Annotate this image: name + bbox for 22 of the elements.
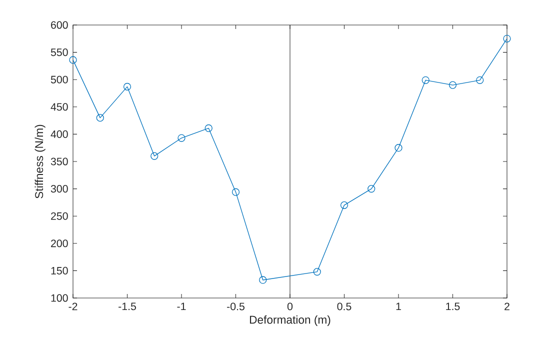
y-tick-label: 250 [51, 212, 68, 220]
x-tick-label: 0 [287, 302, 293, 310]
y-tick-label: 200 [51, 240, 68, 248]
x-tick-label: 1 [396, 302, 401, 310]
y-tick-label: 550 [50, 48, 68, 56]
y-tick-label: 350 [50, 158, 68, 166]
x-tick-label: -1.5 [118, 302, 136, 310]
y-tick-label: 150 [51, 266, 68, 274]
y-tick-label: 600 [51, 21, 68, 29]
y-tick-label: 500 [50, 76, 68, 84]
x-tick-label: 0.5 [337, 302, 352, 310]
x-tick-label: -2 [68, 302, 78, 310]
y-tick-label: 100 [51, 294, 68, 302]
y-tick-label: 450 [50, 103, 68, 111]
y-axis-title: Stiffness (N/m) [34, 124, 46, 198]
x-axis-title: Deformation (m) [250, 315, 330, 326]
x-tick-label: 2 [504, 302, 510, 310]
y-tick-label: 400 [50, 130, 68, 138]
x-tick-label: -1 [177, 302, 186, 310]
x-tick-label: 1.5 [446, 302, 460, 310]
y-tick-label: 300 [50, 185, 68, 193]
x-tick-label: -0.5 [227, 302, 244, 310]
